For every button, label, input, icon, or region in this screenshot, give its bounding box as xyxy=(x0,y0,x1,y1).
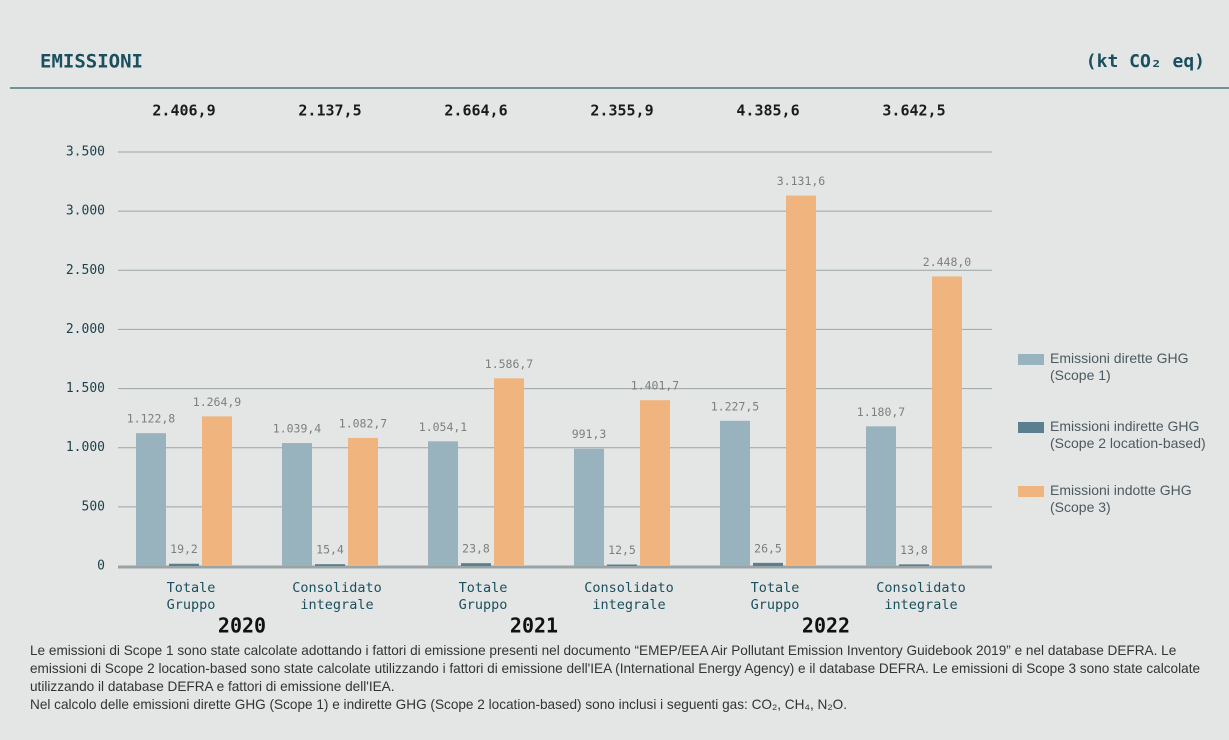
value-label: 1.264,9 xyxy=(193,395,242,409)
y-tick-label: 0 xyxy=(97,559,105,574)
bar xyxy=(315,564,345,566)
x-tick-label: integrale xyxy=(592,597,665,613)
value-label: 13,8 xyxy=(900,543,928,557)
total-label: 3.642,5 xyxy=(882,102,945,120)
bar xyxy=(932,276,962,566)
value-label: 1.401,7 xyxy=(631,379,680,393)
legend-item: Emissioni dirette GHG (Scope 1) xyxy=(1018,350,1208,384)
x-tick-label: Totale xyxy=(751,580,800,596)
bar xyxy=(428,441,458,566)
total-label: 2.664,6 xyxy=(444,102,507,120)
value-label: 26,5 xyxy=(754,541,782,555)
chart: EMISSIONI (kt CO₂ eq) 0 500 1.000 1.500 2.00… xyxy=(10,51,1229,638)
legend-text: Emissioni indotte GHG (Scope 3) xyxy=(1050,482,1192,515)
legend-text: Emissioni dirette GHG (Scope 1) xyxy=(1050,350,1189,383)
total-label: 2.355,9 xyxy=(590,102,653,120)
bar xyxy=(786,195,816,566)
chart-title: EMISSIONI xyxy=(40,51,143,73)
group-label: 2021 xyxy=(510,614,558,638)
x-tick-label: Totale xyxy=(167,580,216,596)
bar xyxy=(461,563,491,566)
bar xyxy=(640,400,670,566)
y-tick-label: 3.500 xyxy=(66,145,105,160)
value-label: 1.227,5 xyxy=(711,399,759,413)
bar xyxy=(753,562,783,566)
group-label: 2020 xyxy=(218,614,266,638)
value-label: 991,3 xyxy=(572,427,607,441)
x-tick-label: Consolidato xyxy=(292,580,381,596)
footnote-text: Le emissioni di Scope 1 sono state calco… xyxy=(30,643,1201,694)
bar xyxy=(494,378,524,566)
legend-text: Emissioni indirette GHG (Scope 2 locatio… xyxy=(1050,418,1206,451)
bar xyxy=(574,448,604,566)
value-label: 1.180,7 xyxy=(857,405,906,419)
legend-item: Emissioni indotte GHG (Scope 3) xyxy=(1018,482,1208,516)
y-tick-label: 2.000 xyxy=(66,322,105,337)
footnote: Le emissioni di Scope 1 sono state calco… xyxy=(30,642,1222,714)
x-tick-label: integrale xyxy=(300,597,373,613)
group-label: 2022 xyxy=(802,614,850,638)
bar xyxy=(282,443,312,566)
x-tick-label: Gruppo xyxy=(459,597,508,613)
legend-item: Emissioni indirette GHG (Scope 2 locatio… xyxy=(1018,418,1208,452)
y-tick-label: 1.000 xyxy=(66,440,105,455)
y-tick-label: 2.500 xyxy=(66,263,105,278)
value-label: 12,5 xyxy=(608,543,636,557)
legend-swatch xyxy=(1018,422,1044,433)
value-label: 1.054,1 xyxy=(419,420,468,434)
bar xyxy=(169,563,199,566)
x-tick-label: Consolidato xyxy=(876,580,965,596)
total-label: 4.385,6 xyxy=(736,102,799,120)
y-tick-label: 1.500 xyxy=(66,381,105,396)
x-tick-label: Totale xyxy=(459,580,508,596)
value-label: 23,8 xyxy=(462,542,490,556)
x-tick-label: Gruppo xyxy=(167,597,216,613)
x-tick-label: Consolidato xyxy=(584,580,673,596)
bar xyxy=(720,420,750,566)
value-label: 1.082,7 xyxy=(339,416,388,430)
legend-swatch xyxy=(1018,354,1044,365)
value-label: 1.122,8 xyxy=(127,412,176,426)
x-tick-label: integrale xyxy=(884,597,957,613)
value-label: 1.586,7 xyxy=(485,357,534,371)
unit-label: (kt CO₂ eq) xyxy=(1086,51,1205,72)
bar xyxy=(607,564,637,566)
y-tick-label: 3.000 xyxy=(66,204,105,219)
bar xyxy=(899,564,929,566)
bar xyxy=(866,426,896,566)
value-label: 19,2 xyxy=(170,542,198,556)
bar xyxy=(348,437,378,566)
value-label: 15,4 xyxy=(316,543,344,557)
x-tick-label: Gruppo xyxy=(751,597,800,613)
footnote-text: Nel calcolo delle emissioni dirette GHG … xyxy=(30,697,847,712)
bar xyxy=(202,416,232,566)
total-label: 2.137,5 xyxy=(298,102,361,120)
y-tick-label: 500 xyxy=(82,499,105,514)
value-label: 1.039,4 xyxy=(273,422,322,436)
value-label: 2.448,0 xyxy=(923,255,972,269)
bar xyxy=(136,433,166,566)
legend-swatch xyxy=(1018,486,1044,497)
total-label: 2.406,9 xyxy=(152,102,215,120)
value-label: 3.131,6 xyxy=(777,174,826,188)
